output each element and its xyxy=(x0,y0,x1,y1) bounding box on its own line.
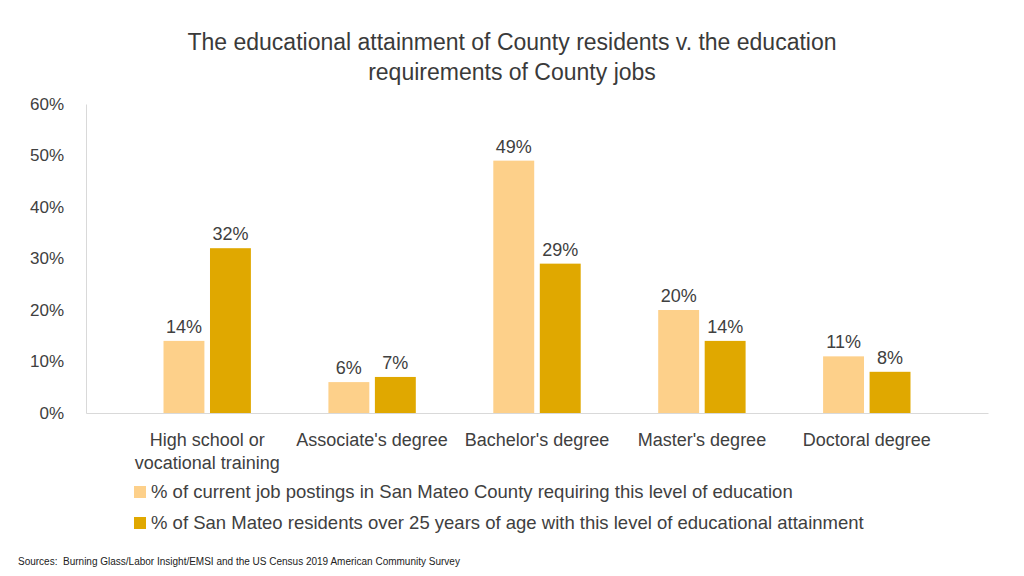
y-tick-label: 20% xyxy=(30,301,64,320)
y-tick: 10% xyxy=(30,352,86,371)
series-bars xyxy=(210,248,911,413)
y-axis-line xyxy=(86,105,87,414)
legend-item: % of San Mateo residents over 25 years o… xyxy=(134,512,864,533)
x-tick-label: Bachelor's degree xyxy=(465,430,610,450)
y-tick: 40% xyxy=(30,198,86,217)
text-line: Master's degree xyxy=(638,430,767,450)
y-tick: 60% xyxy=(30,95,86,114)
data-label: 49% xyxy=(496,137,532,157)
data-label: 32% xyxy=(212,224,248,244)
y-tick-label: 0% xyxy=(39,404,64,423)
x-axis-line xyxy=(87,413,989,414)
data-labels: 14% 6% 49% 20% 11% 32% 7% 29% 14% 8% xyxy=(166,137,903,378)
text-line: Associate's degree xyxy=(296,430,448,450)
text-line: Doctoral degree xyxy=(803,430,931,450)
legend-label: % of San Mateo residents over 25 years o… xyxy=(151,512,864,533)
bar xyxy=(328,382,369,413)
y-tick-label: 10% xyxy=(30,352,64,371)
x-tick: High school or vocational training xyxy=(135,430,280,473)
y-tick-label: 30% xyxy=(30,249,64,268)
bar xyxy=(210,248,251,413)
x-tick-label: High school or vocational training xyxy=(135,430,280,473)
bar xyxy=(375,377,416,413)
text-line: vocational training xyxy=(135,453,280,473)
data-label: 20% xyxy=(661,286,697,306)
bar xyxy=(870,372,911,413)
y-tick-label: 50% xyxy=(30,146,64,165)
data-label: 7% xyxy=(382,353,408,373)
x-tick: Associate's degree xyxy=(296,430,448,450)
bar xyxy=(164,341,205,413)
y-tick: 30% xyxy=(30,249,86,268)
legend-swatch xyxy=(134,486,146,498)
series-bars xyxy=(164,161,865,413)
x-tick: Bachelor's degree xyxy=(465,430,610,450)
text-line: requirements of County jobs xyxy=(368,59,656,85)
y-tick-label: 40% xyxy=(30,198,64,217)
y-tick-label: 60% xyxy=(30,95,64,114)
y-tick: 0% xyxy=(39,404,86,423)
legend-item: % of current job postings in San Mateo C… xyxy=(134,481,793,502)
x-tick: Master's degree xyxy=(638,430,767,450)
data-label: 8% xyxy=(877,348,903,368)
data-label: 14% xyxy=(707,317,743,337)
legend: % of current job postings in San Mateo C… xyxy=(134,481,864,533)
bar xyxy=(493,161,534,413)
data-label: 11% xyxy=(826,332,861,352)
text-line: Bachelor's degree xyxy=(465,430,610,450)
y-tick: 50% xyxy=(30,146,86,165)
x-tick-label: Master's degree xyxy=(638,430,767,450)
data-label: 6% xyxy=(336,358,362,378)
text-line: The educational attainment of County res… xyxy=(187,29,836,55)
source: Sources: Burning Glass/Labor Insight/EMS… xyxy=(18,556,460,567)
y-tick: 20% xyxy=(30,301,86,320)
bar xyxy=(823,356,864,413)
text-line: High school or xyxy=(150,430,265,450)
data-label: 14% xyxy=(166,317,202,337)
data-label: 29% xyxy=(542,240,578,260)
legend-label: % of current job postings in San Mateo C… xyxy=(151,481,793,502)
chart: The educational attainment of County res… xyxy=(0,0,1024,576)
bars xyxy=(164,161,911,413)
bar xyxy=(540,264,581,413)
x-tick-label: Doctoral degree xyxy=(803,430,931,450)
y-axis: 0% 10% 20% 30% 40% 50% 60% xyxy=(30,95,87,423)
bar xyxy=(658,310,699,413)
x-axis: High school or vocational training Associa… xyxy=(87,414,989,474)
x-tick: Doctoral degree xyxy=(803,430,931,450)
bar xyxy=(705,341,746,413)
title: The educational attainment of County res… xyxy=(187,29,836,85)
legend-swatch xyxy=(134,517,146,529)
x-tick-label: Associate's degree xyxy=(296,430,448,450)
